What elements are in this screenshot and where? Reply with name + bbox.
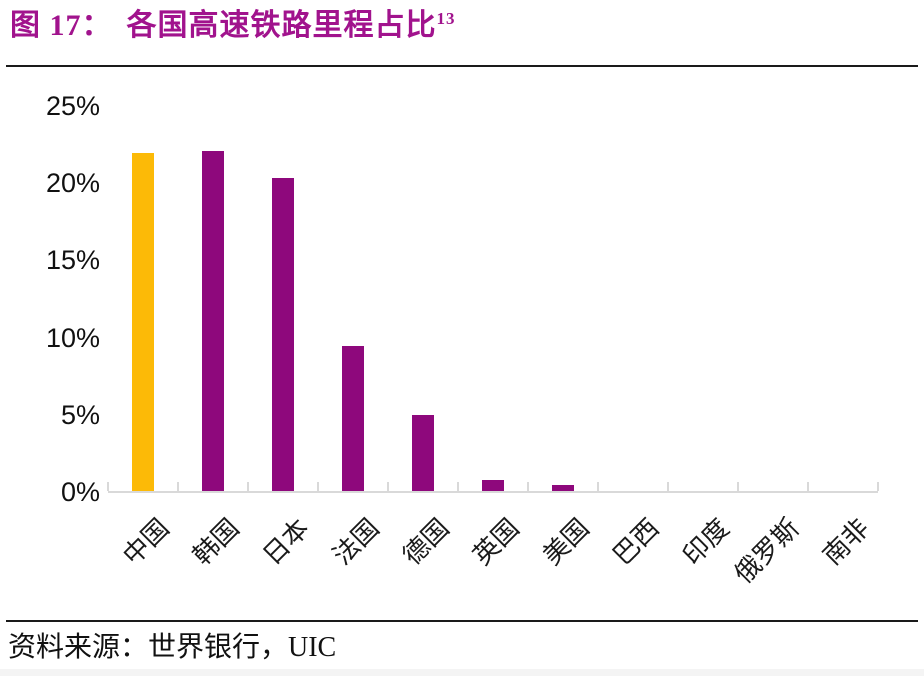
axis-tick: [597, 482, 599, 491]
axis-tick: [177, 482, 179, 491]
axis-tick: [667, 482, 669, 491]
bar-法国: [342, 346, 364, 491]
x-tick-label: 日本: [257, 513, 315, 571]
axis-tick: [457, 482, 459, 491]
page-edge: [0, 669, 924, 676]
axis-tick: [317, 482, 319, 491]
y-tick-label: 25%: [45, 91, 100, 121]
x-tick-label: 中国: [117, 513, 175, 571]
x-tick-label: 南非: [817, 513, 875, 571]
figure-title-text: 各国高速铁路里程占比: [126, 9, 437, 42]
x-tick-label: 德国: [397, 513, 455, 571]
y-tick-label: 0%: [60, 477, 100, 507]
axis-tick: [737, 482, 739, 491]
title-divider: [6, 65, 918, 67]
y-tick-label: 5%: [60, 399, 100, 430]
figure-number: 图 17：: [10, 9, 113, 42]
x-axis-line: [108, 491, 878, 493]
x-tick-label: 俄罗斯: [729, 513, 805, 589]
source-divider: [6, 620, 918, 622]
bar-德国: [412, 415, 434, 491]
x-tick-label: 英国: [467, 513, 525, 571]
footnote-marker: 13: [436, 9, 456, 28]
x-tick-label: 法国: [327, 513, 385, 571]
bar-美国: [552, 485, 574, 491]
bar-chart: 25% 20% 15% 10% 5% 0% 中国 韩国 日本 法国 德国 英国 美国 巴西 印度 俄罗斯 南非: [0, 80, 924, 600]
axis-tick: [387, 482, 389, 491]
source-label: 资料来源：: [8, 632, 149, 663]
axis-tick: [247, 482, 249, 491]
x-tick-label: 印度: [677, 513, 735, 571]
y-tick-label: 10%: [45, 322, 100, 353]
axis-tick: [107, 482, 109, 491]
source-text: 世界银行，UIC: [148, 632, 337, 663]
y-tick-label: 15%: [45, 245, 100, 276]
source-line: 资料来源：世界银行，UIC: [8, 630, 336, 666]
axis-tick: [527, 482, 529, 491]
x-tick-label: 巴西: [607, 513, 665, 571]
bar-日本: [272, 178, 294, 491]
x-tick-label: 美国: [537, 513, 595, 571]
x-tick-label: 韩国: [187, 513, 245, 571]
axis-tick: [807, 482, 809, 491]
y-tick-label: 20%: [45, 168, 100, 199]
bar-中国: [132, 153, 154, 491]
axis-tick: [877, 482, 879, 491]
bar-韩国: [202, 151, 224, 491]
figure-title: 图 17： 各国高速铁路里程占比13: [10, 6, 456, 46]
bar-英国: [482, 480, 504, 491]
